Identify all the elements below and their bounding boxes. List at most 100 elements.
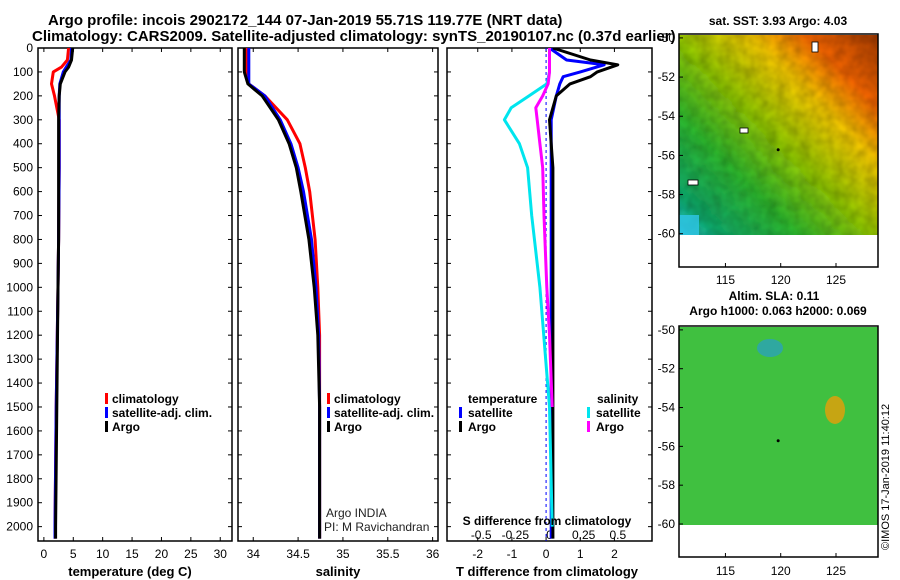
lat-tick-label: -58: [658, 478, 676, 492]
lat-tick-label: -56: [658, 148, 676, 162]
series-line-s-satellite: [502, 48, 554, 527]
salinity-panel-frame: [237, 47, 439, 542]
salinity-axis-label: salinity: [316, 564, 362, 579]
sst-cold-patch: [679, 215, 699, 235]
depth-tick-label: 1600: [6, 424, 33, 438]
sla-high-feature: [825, 396, 845, 424]
series-line-s-argo: [534, 48, 554, 408]
depth-tick-label: 700: [13, 209, 33, 223]
t-difference-x-axis: -2 -1 0 1 2: [472, 48, 618, 561]
legend-label-argo: Argo: [334, 420, 362, 434]
t-difference-legend: temperature satellite Argo: [459, 392, 538, 434]
legend-swatch-satellite: [105, 407, 108, 418]
x-tick-label: 2: [611, 547, 618, 561]
x-tick-label: -1: [507, 547, 518, 561]
lon-tick-label: 120: [771, 564, 791, 578]
x-tick-label: 35: [336, 547, 350, 561]
s-difference-legend: salinity satellite Argo: [587, 392, 641, 434]
lon-tick-label: 115: [716, 273, 735, 287]
depth-tick-label: 800: [13, 232, 33, 246]
lat-tick-label: -60: [658, 227, 676, 241]
s-tick-label: 0: [546, 528, 553, 542]
series-line-satellite-adj-clim-: [247, 48, 322, 539]
x-tick-label: 34.5: [286, 547, 310, 561]
x-tick-label: 1: [577, 547, 584, 561]
legend-swatch-argo: [327, 421, 330, 432]
sst-map-title: sat. SST: 3.93 Argo: 4.03: [709, 14, 848, 28]
figure-title-line-1: Argo profile: incois 2902172_144 07-Jan-…: [48, 12, 563, 29]
float-pi-label: PI: M Ravichandran: [324, 520, 429, 534]
s-tick-label: -0.25: [502, 528, 530, 542]
sla-low-feature: [757, 339, 783, 357]
legend-swatch-s-satellite: [587, 407, 590, 418]
depth-tick-label: 1200: [6, 328, 33, 342]
depth-axis: 0 100 200 300 400 500 600 700 800 900 1000 1100 1200…: [6, 41, 652, 534]
figure-title-line-2: Climatology: CARS2009. Satellite-adjuste…: [32, 28, 676, 45]
legend-label-climatology: climatology: [112, 392, 179, 406]
depth-tick-label: 2000: [6, 520, 33, 534]
depth-tick-label: 400: [13, 137, 33, 151]
lat-tick-label: -50: [658, 323, 676, 337]
sla-map-axes: 115 120 125 -50 -52 -54 -56 -58 -60: [658, 323, 847, 578]
x-tick-label: 5: [70, 547, 77, 561]
legend-swatch-climatology: [105, 393, 108, 404]
legend-heading-temperature: temperature: [468, 392, 538, 406]
legend-swatch-t-satellite: [459, 407, 462, 418]
lon-tick-label: 120: [771, 273, 791, 287]
sst-cloud-mask: [739, 127, 749, 134]
lat-tick-label: -54: [658, 401, 676, 415]
depth-tick-label: 1000: [6, 280, 33, 294]
temperature-x-axis: 0 5 10 15 20 25 30: [41, 48, 228, 561]
lat-tick-label: -56: [658, 439, 676, 453]
legend-label-t-argo: Argo: [468, 420, 496, 434]
legend-swatch-s-argo: [587, 421, 590, 432]
legend-swatch-climatology: [327, 393, 330, 404]
sst-cloud-mask: [811, 41, 819, 53]
sla-missing-data-area: [679, 525, 878, 557]
legend-label-s-argo: Argo: [596, 420, 624, 434]
depth-tick-label: 500: [13, 161, 33, 175]
legend-label-satellite: satellite-adj. clim.: [334, 406, 434, 420]
legend-heading-salinity: salinity: [597, 392, 639, 406]
lat-tick-label: -50: [658, 31, 676, 45]
lat-tick-label: -52: [658, 362, 676, 376]
legend-label-argo: Argo: [112, 420, 140, 434]
lat-tick-label: -54: [658, 109, 676, 123]
lat-tick-label: -52: [658, 70, 676, 84]
legend-label-s-satellite: satellite: [596, 406, 641, 420]
sst-map: 115 120 125 -50 -52 -54 -56 -58 -60: [658, 31, 879, 287]
legend-swatch-t-argo: [459, 421, 462, 432]
s-difference-x-axis: -0.5 -0.25 0 0.25 0.5: [471, 528, 627, 542]
depth-tick-label: 1100: [7, 304, 33, 318]
temperature-axis-label: temperature (deg C): [68, 564, 192, 579]
sla-map-title: Altim. SLA: 0.11: [729, 289, 820, 303]
lon-tick-label: 125: [826, 273, 846, 287]
x-tick-label: 30: [214, 547, 228, 561]
depth-tick-label: 900: [13, 256, 33, 270]
depth-tick-label: 300: [13, 113, 33, 127]
lon-tick-label: 115: [716, 564, 735, 578]
depth-tick-label: 1800: [6, 472, 33, 486]
depth-tick-label: 1300: [6, 352, 33, 366]
x-tick-label: 34: [247, 547, 261, 561]
legend-label-satellite: satellite-adj. clim.: [112, 406, 212, 420]
depth-tick-label: 1700: [6, 448, 33, 462]
s-tick-label: 0.5: [609, 528, 626, 542]
argo-profile-marker: [776, 148, 780, 152]
lon-tick-label: 125: [826, 564, 846, 578]
sst-field: [679, 35, 878, 235]
series-line-argo: [242, 48, 322, 539]
x-tick-label: 0: [41, 547, 48, 561]
sst-map-frame: [678, 33, 879, 268]
depth-tick-label: 1400: [6, 376, 33, 390]
depth-tick-label: 200: [13, 89, 33, 103]
legend-label-t-satellite: satellite: [468, 406, 513, 420]
temperature-series: [50, 48, 75, 539]
depth-tick-label: 600: [13, 185, 33, 199]
x-tick-label: 20: [155, 547, 169, 561]
x-tick-label: 25: [184, 547, 198, 561]
lat-tick-label: -58: [658, 188, 676, 202]
series-line-argo: [54, 48, 75, 539]
legend-swatch-argo: [105, 421, 108, 432]
